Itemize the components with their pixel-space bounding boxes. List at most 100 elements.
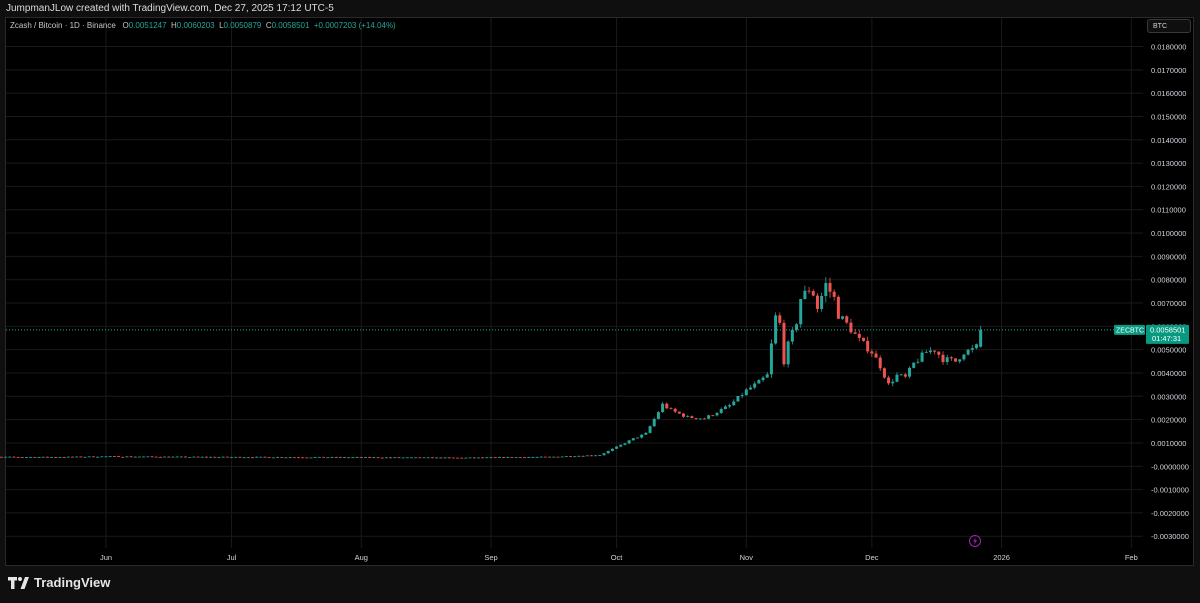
candle (54, 456, 58, 458)
candle (765, 372, 769, 378)
chart-pane[interactable] (5, 17, 1194, 566)
price-axis-label: 0.0030000 (1151, 392, 1186, 401)
candle (924, 350, 928, 353)
candle (715, 411, 719, 417)
high-label: H (171, 21, 177, 30)
candle (439, 457, 443, 459)
candle (79, 456, 83, 458)
candle (748, 385, 752, 390)
candle-body (531, 457, 535, 458)
candle-body (435, 457, 439, 459)
candle (142, 456, 146, 458)
candle-body (443, 457, 447, 459)
candle-body (799, 299, 803, 325)
tradingview-logo[interactable]: TradingView (8, 575, 110, 590)
footer-bar: TradingView (0, 566, 1200, 603)
candle-body (874, 353, 878, 358)
symbol-tag-label: ZECBTC (1116, 327, 1144, 334)
candle (476, 457, 480, 459)
candle (502, 457, 506, 459)
candle (443, 457, 447, 459)
candle (91, 456, 95, 458)
candle (225, 456, 229, 458)
candle (556, 456, 560, 458)
candle (903, 373, 907, 379)
candle-body (899, 374, 903, 376)
price-axis-label: 0.0010000 (1151, 439, 1186, 448)
candle-body (573, 456, 577, 458)
candle-body (213, 456, 217, 458)
candle-body (966, 349, 970, 355)
lightning-icon[interactable] (969, 535, 981, 547)
currency-button[interactable]: BTC (1147, 19, 1191, 33)
candle-body (485, 457, 489, 459)
candle (564, 456, 568, 458)
candle-body (774, 315, 778, 344)
candle (71, 456, 75, 458)
candle (305, 457, 309, 459)
candle (849, 318, 853, 334)
candle-body (393, 457, 397, 459)
candle-body (740, 395, 744, 397)
candle (255, 456, 259, 458)
price-axis-label: 0.0100000 (1151, 229, 1186, 238)
candle (158, 456, 162, 458)
candle-body (343, 457, 347, 458)
price-tag-value: 0.0058501 (1150, 325, 1185, 334)
candle (899, 373, 903, 376)
candle (535, 456, 539, 458)
candle (807, 286, 811, 294)
candle-body (866, 340, 870, 352)
candlestick-chart[interactable]: 0.0180000 0.0170000 0.0160000 0.0150000 0.01… (0, 0, 1200, 566)
candle-body (242, 457, 246, 459)
candle-body (694, 418, 698, 419)
candle-body (347, 457, 351, 459)
candle (246, 457, 250, 459)
candle-body (204, 456, 208, 458)
candle-body (945, 357, 949, 363)
candle (577, 455, 581, 457)
candle-body (937, 351, 941, 355)
candle-body (271, 457, 275, 459)
candle-body (301, 457, 305, 459)
candle (627, 439, 631, 445)
candle (204, 456, 208, 458)
candle (121, 456, 125, 458)
candle-body (677, 411, 681, 414)
candle-body (744, 389, 748, 396)
candle (137, 456, 141, 458)
candle (410, 457, 414, 459)
candle-body (656, 412, 660, 419)
candle (62, 456, 66, 459)
candle-body (887, 377, 891, 384)
candle (234, 456, 238, 458)
price-axis-label: 0.0150000 (1151, 112, 1186, 121)
candle (598, 455, 602, 456)
candle-body (543, 456, 547, 458)
candle (263, 456, 267, 458)
candle (372, 456, 376, 459)
chart-legend[interactable]: Zcash / Bitcoin · 1D · Binance O0.005124… (10, 21, 396, 31)
symbol-tag-bg (1114, 324, 1145, 335)
candle-body (376, 457, 380, 459)
attribution-text: JumpmanJLow created with TradingView.com… (6, 3, 334, 14)
candle-body (196, 456, 200, 458)
time-axis[interactable]: Jun Jul Aug Sep Oct Nov Dec 2026 Feb (100, 553, 1138, 562)
high-value: 0.0060203 (176, 21, 215, 30)
candle (284, 457, 288, 459)
candle-body (548, 456, 552, 458)
price-axis-label: 0.0140000 (1151, 136, 1186, 145)
candle-body (610, 448, 614, 451)
candle-body (16, 456, 20, 458)
candle (836, 295, 840, 319)
candle-body (29, 457, 33, 458)
candle (322, 456, 326, 458)
candle-body (761, 377, 765, 381)
candle-body (857, 333, 861, 338)
price-axis[interactable]: 0.0180000 0.0170000 0.0160000 0.0150000 0.01… (1151, 43, 1189, 542)
candle (301, 457, 305, 459)
candle (100, 456, 104, 458)
time-axis-label: 2026 (993, 553, 1010, 562)
candle (16, 456, 20, 458)
candle (380, 457, 384, 459)
